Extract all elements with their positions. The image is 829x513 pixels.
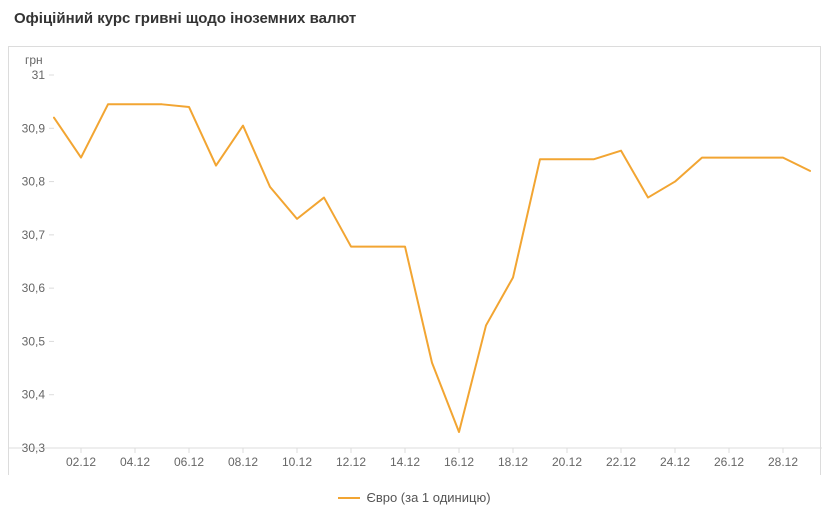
chart-svg: 30,3 30,4 30,5 30,6 30,7 30,8 30,9 31 02.12 04.12… — [9, 47, 822, 476]
svg-text:30,5: 30,5 — [22, 334, 46, 348]
svg-text:20.12: 20.12 — [552, 455, 582, 469]
plot-area: грн 30,3 30,4 30,5 30,6 30,7 30,8 30,9 31 02.12 0… — [8, 46, 821, 475]
svg-text:30,4: 30,4 — [22, 388, 46, 402]
svg-text:12.12: 12.12 — [336, 455, 366, 469]
chart-container: Офіційний курс гривні щодо іноземних вал… — [0, 0, 829, 513]
legend-label: Євро (за 1 одиницю) — [366, 490, 490, 505]
svg-text:14.12: 14.12 — [390, 455, 420, 469]
svg-text:26.12: 26.12 — [714, 455, 744, 469]
svg-text:30,9: 30,9 — [22, 121, 46, 135]
legend-line-icon — [338, 497, 360, 499]
svg-text:02.12: 02.12 — [66, 455, 96, 469]
svg-text:04.12: 04.12 — [120, 455, 150, 469]
svg-text:30,7: 30,7 — [22, 228, 46, 242]
svg-text:10.12: 10.12 — [282, 455, 312, 469]
svg-text:06.12: 06.12 — [174, 455, 204, 469]
chart-legend: Євро (за 1 одиницю) — [0, 489, 829, 505]
svg-text:18.12: 18.12 — [498, 455, 528, 469]
svg-text:24.12: 24.12 — [660, 455, 690, 469]
svg-text:16.12: 16.12 — [444, 455, 474, 469]
y-axis-unit: грн — [25, 53, 43, 67]
svg-text:30,8: 30,8 — [22, 175, 46, 189]
svg-text:31: 31 — [32, 68, 46, 82]
chart-title: Офіційний курс гривні щодо іноземних вал… — [14, 10, 356, 27]
svg-text:08.12: 08.12 — [228, 455, 258, 469]
svg-text:30,3: 30,3 — [22, 441, 46, 455]
svg-text:30,6: 30,6 — [22, 281, 46, 295]
svg-text:28.12: 28.12 — [768, 455, 798, 469]
svg-text:22.12: 22.12 — [606, 455, 636, 469]
